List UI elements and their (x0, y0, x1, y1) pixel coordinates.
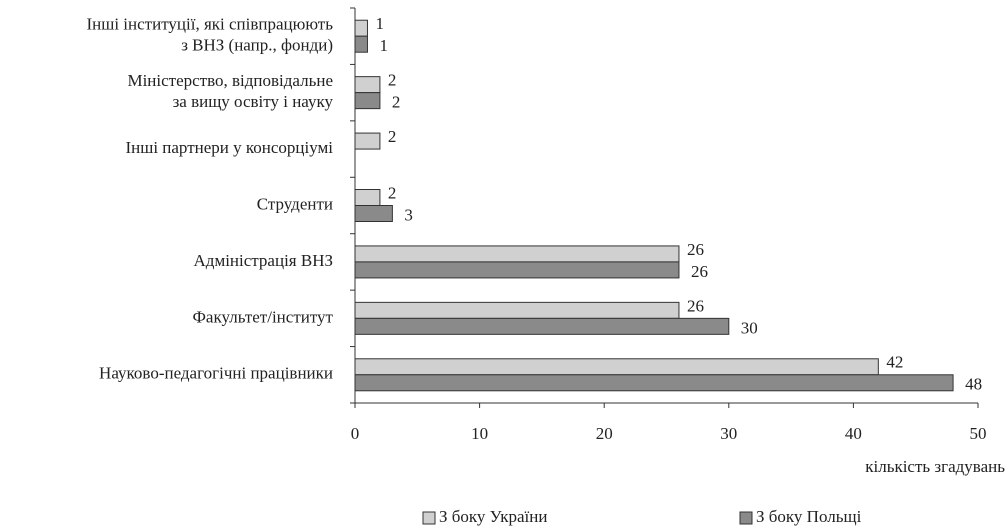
value-label: 26 (687, 296, 704, 315)
bar (354, 92, 381, 110)
legend-swatch (739, 511, 753, 525)
value-label: 2 (388, 71, 397, 90)
value-label: 1 (375, 14, 384, 33)
value-label: 26 (687, 240, 704, 259)
value-label: 26 (691, 262, 708, 281)
y-tick-label: з ВНЗ (напр., фонди) (181, 36, 333, 55)
x-tick-label: 40 (845, 424, 862, 443)
bar (354, 205, 393, 222)
bar (354, 245, 680, 263)
legend-label: З боку Польщі (756, 507, 862, 526)
y-tick-label: Інші партнери у консорціумі (125, 138, 333, 157)
bar (354, 189, 381, 206)
bar (354, 76, 381, 94)
value-label: 2 (388, 183, 397, 202)
legend-label: З боку України (439, 507, 547, 526)
value-label: 2 (388, 127, 397, 146)
x-axis-label: кількість згадувань (865, 457, 1005, 476)
bar (354, 374, 954, 392)
y-tick-label: Адміністрація ВНЗ (194, 251, 333, 270)
y-tick-label: Науково-педагогічні працівники (99, 364, 333, 383)
value-label: 48 (965, 375, 982, 394)
bar (354, 358, 879, 376)
y-tick-label: за вищу освіту і науку (173, 92, 334, 111)
value-label: 30 (741, 318, 758, 337)
x-tick-label: 10 (471, 424, 488, 443)
x-tick-label: 20 (596, 424, 613, 443)
y-tick-label: Факультет/інститут (193, 307, 334, 326)
bar (354, 132, 381, 150)
y-tick-label: Міністерство, відповідальне (127, 71, 333, 90)
value-label: 3 (404, 205, 413, 224)
y-tick-label: Інші інституції, які співпрацюють (86, 15, 333, 34)
x-tick-label: 50 (970, 424, 987, 443)
bar (354, 261, 680, 279)
value-label: 2 (392, 93, 401, 112)
bar (354, 317, 730, 335)
value-label: 42 (886, 353, 903, 372)
bar (354, 35, 368, 53)
legend-swatch (422, 511, 436, 525)
y-tick-label: Струденти (257, 194, 333, 213)
x-tick-label: 30 (720, 424, 737, 443)
x-tick-label: 0 (351, 424, 360, 443)
value-label: 1 (379, 36, 388, 55)
bar (354, 301, 680, 319)
bar (354, 19, 368, 37)
